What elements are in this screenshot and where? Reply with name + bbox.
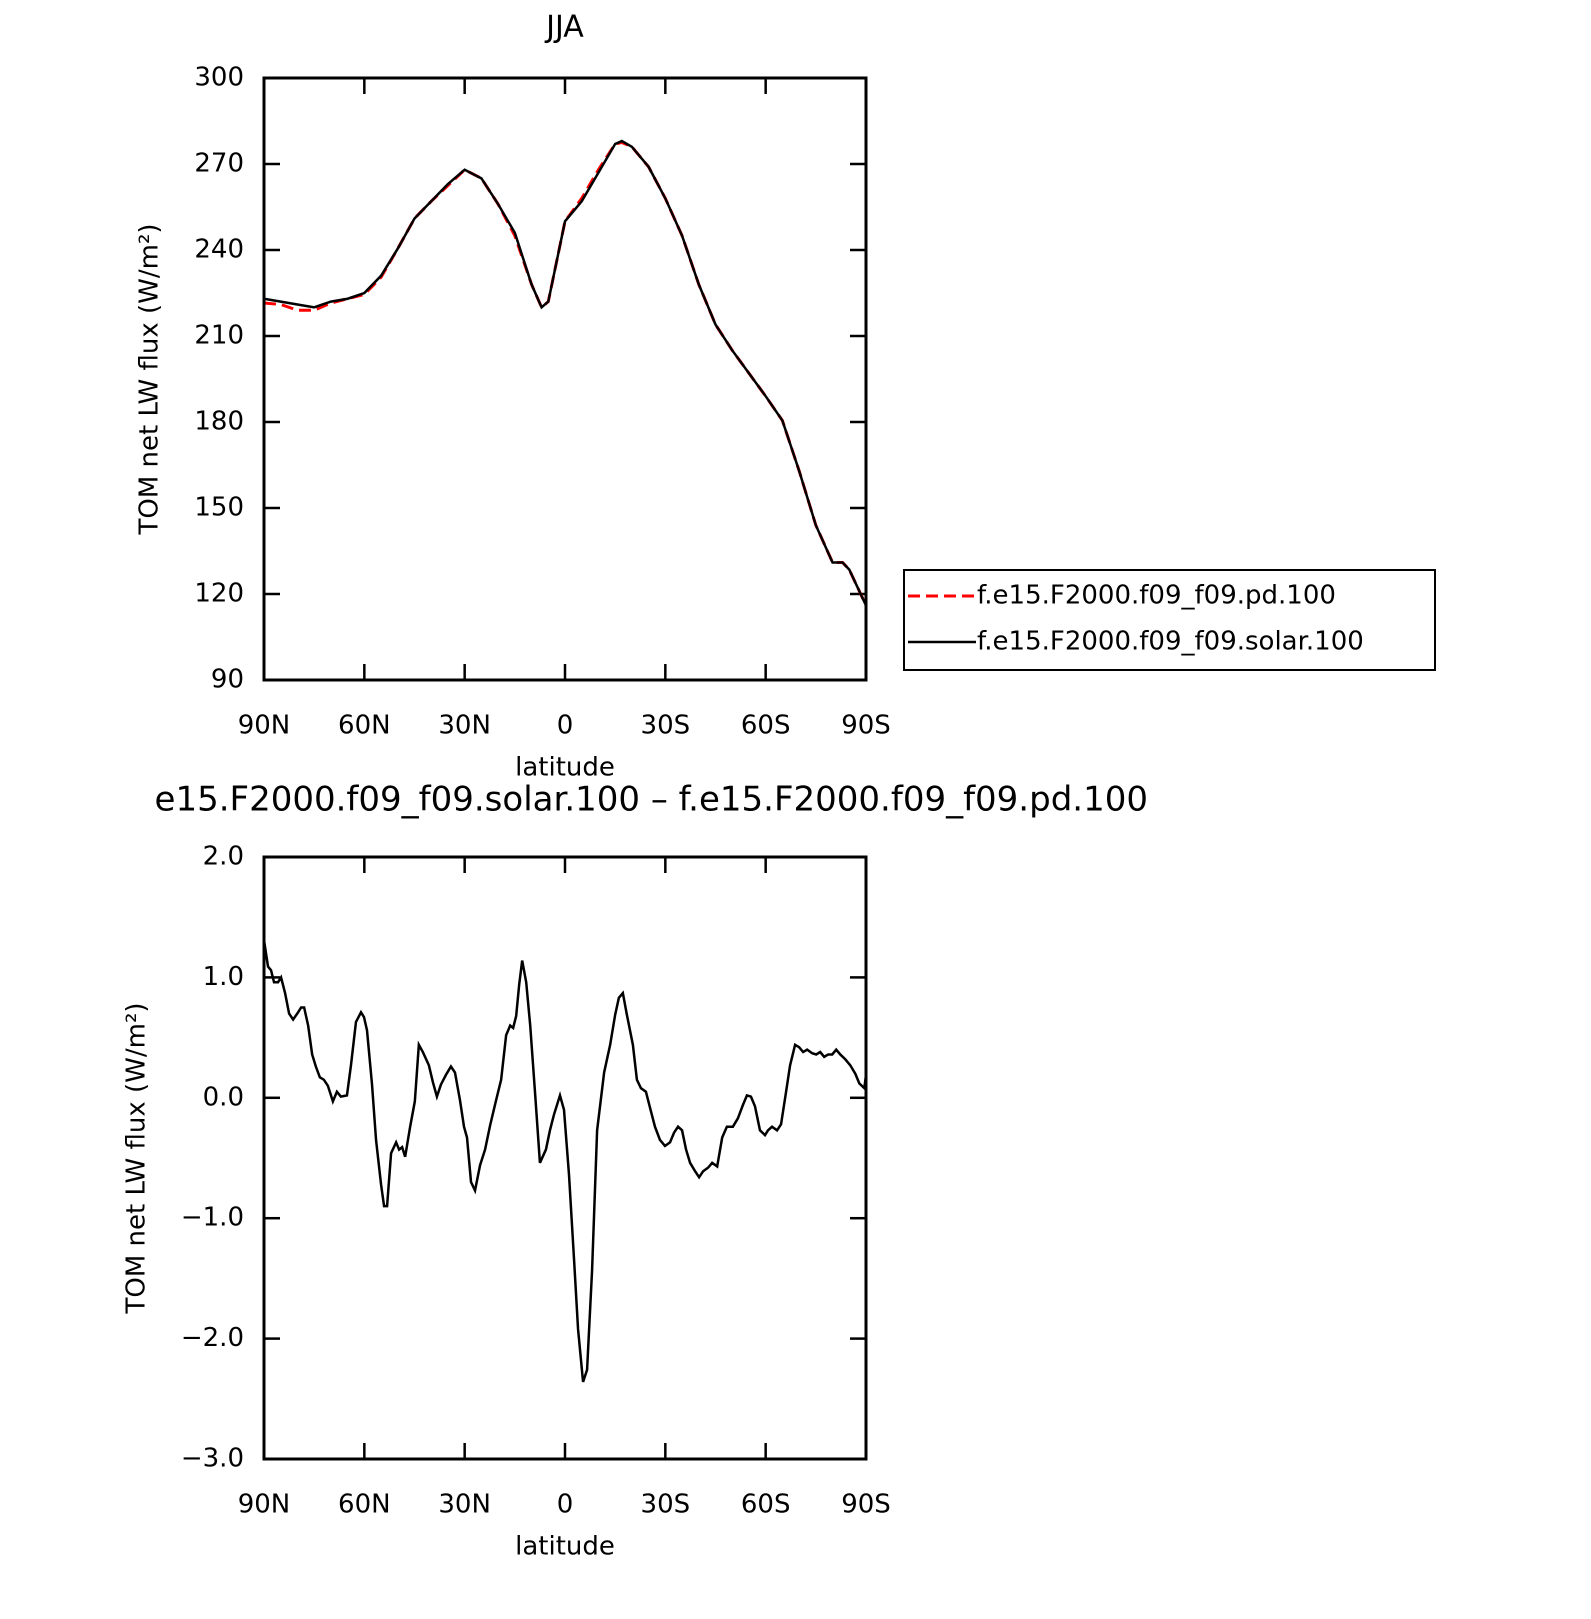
y-tick-label: 0.0 bbox=[203, 1082, 244, 1112]
chart-title: JJA bbox=[544, 10, 584, 45]
plot-frame bbox=[262, 855, 868, 1461]
plot-frame bbox=[262, 76, 868, 682]
x-tick-label: 30S bbox=[641, 711, 691, 741]
y-tick-label: 90 bbox=[211, 665, 244, 695]
legend-label: f.e15.F2000.f09_f09.solar.100 bbox=[977, 627, 1364, 657]
x-tick-label: 60N bbox=[338, 1490, 391, 1520]
y-tick-label: −3.0 bbox=[181, 1444, 244, 1474]
y-tick-label: 1.0 bbox=[203, 962, 244, 992]
x-tick-label: 60N bbox=[338, 711, 391, 741]
y-tick-label: 270 bbox=[194, 149, 244, 179]
x-axis-label: latitude bbox=[515, 1532, 615, 1562]
x-tick-label: 90N bbox=[238, 1490, 291, 1520]
y-axis-label: TOM net LW flux (W/m²) bbox=[122, 1002, 152, 1314]
legend-label: f.e15.F2000.f09_f09.pd.100 bbox=[977, 581, 1336, 611]
y-tick-label: 240 bbox=[194, 235, 244, 265]
x-axis-label: latitude bbox=[515, 753, 615, 783]
chart-panel: e15.F2000.f09_f09.solar.100 – f.e15.F200… bbox=[122, 780, 1149, 1562]
data-line bbox=[262, 939, 868, 1383]
chart-panel: JJA 90 120 150 180 210 240 270 300 90N 60N 30N 0 30S 6… bbox=[135, 10, 1436, 783]
legend-box bbox=[903, 569, 1436, 671]
x-tick-label: 90S bbox=[841, 1490, 891, 1520]
x-tick-label: 90S bbox=[841, 711, 891, 741]
y-tick-label: −2.0 bbox=[181, 1323, 244, 1353]
y-tick-label: −1.0 bbox=[181, 1203, 244, 1233]
y-tick-label: 300 bbox=[194, 63, 244, 93]
x-tick-label: 30S bbox=[641, 1490, 691, 1520]
x-tick-label: 0 bbox=[557, 711, 574, 741]
y-tick-label: 150 bbox=[194, 493, 244, 523]
x-tick-label: 0 bbox=[557, 1490, 574, 1520]
x-tick-label: 90N bbox=[238, 711, 291, 741]
y-tick-label: 180 bbox=[194, 407, 244, 437]
y-tick-label: 120 bbox=[194, 579, 244, 609]
x-tick-label: 30N bbox=[438, 1490, 491, 1520]
y-axis-label: TOM net LW flux (W/m²) bbox=[135, 223, 165, 535]
data-line bbox=[263, 139, 868, 606]
y-tick-label: 210 bbox=[194, 321, 244, 351]
y-tick-label: 2.0 bbox=[203, 842, 244, 872]
data-line bbox=[263, 140, 868, 607]
x-tick-label: 30N bbox=[438, 711, 491, 741]
x-tick-label: 60S bbox=[741, 711, 791, 741]
x-tick-label: 60S bbox=[741, 1490, 791, 1520]
chart-title: e15.F2000.f09_f09.solar.100 – f.e15.F200… bbox=[155, 780, 1148, 820]
